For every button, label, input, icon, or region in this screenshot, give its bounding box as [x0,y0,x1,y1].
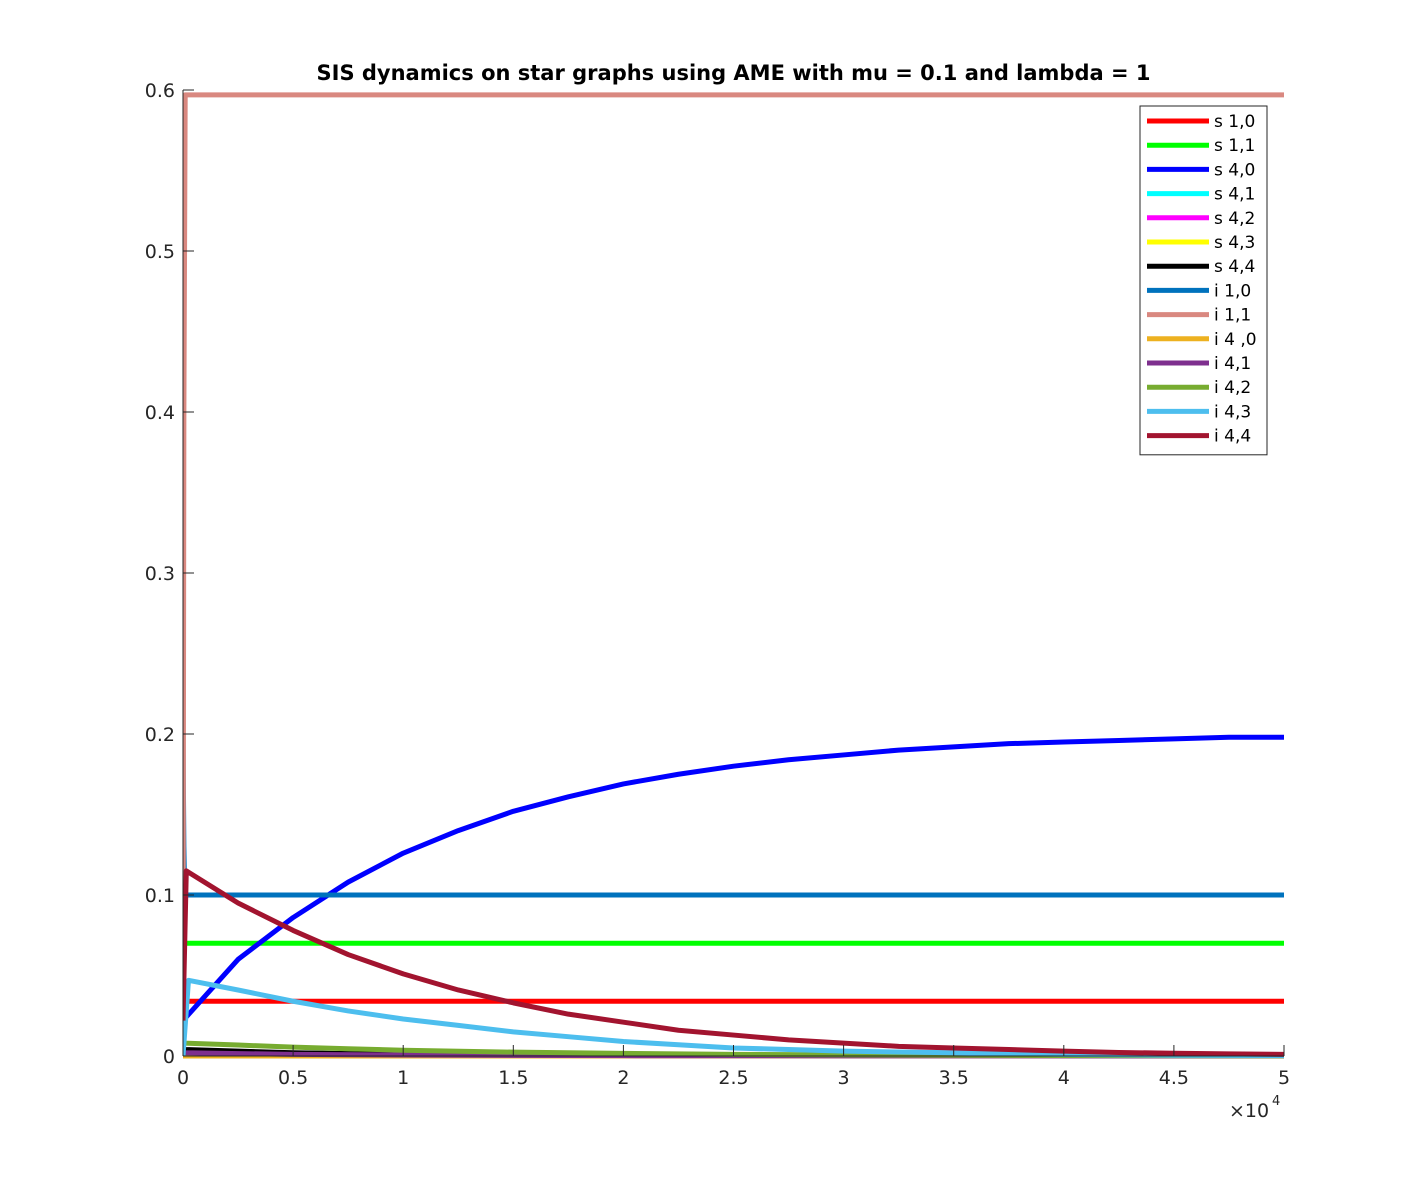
legend-label: i 4 ,0 [1214,330,1257,350]
legend-label: i 1,1 [1214,306,1251,326]
x-exponent-base: ×10 [1229,1100,1269,1122]
x-axis-exponent: ×10 4 [1229,1094,1280,1122]
legend-label: i 4,2 [1214,378,1251,398]
y-tick-label: 0.5 [145,241,175,263]
x-tick-label: 0 [177,1067,189,1089]
x-tick-label: 4.5 [1159,1067,1189,1089]
legend: s 1,0 s 1,1 s 4,0 s 4,1 s 4,2 s 4,3 s 4,4 i 1,0… [1139,105,1268,456]
y-tick-label: 0 [163,1046,175,1068]
plot-area [183,90,1284,1056]
legend-label: s 4,2 [1214,209,1255,229]
legend-label: s 1,0 [1214,112,1255,132]
y-tick-label: 0.4 [145,402,175,424]
series-line-14 [183,868,1284,1057]
legend-label: s 4,0 [1214,160,1255,180]
legend-label: i 4,1 [1214,354,1251,374]
legend-label: s 4,3 [1214,233,1255,253]
y-tick-label: 0.2 [145,724,175,746]
x-tick-label: 3 [838,1067,850,1089]
ticks-layer: 0 0.5 1 1.5 2 2.5 3 3.5 4 4.5 5 0 0.1 0.2 0.3 0.4 0.5 0.6 [145,80,1290,1089]
series-line-13 [183,977,1284,1059]
legend-label: i 4,3 [1214,402,1251,422]
legend-label: i 4,4 [1214,427,1251,447]
x-tick-label: 4 [1058,1067,1070,1089]
legend-label: s 4,1 [1214,185,1255,205]
y-tick-label: 0.1 [145,885,175,907]
y-tick-label: 0.3 [145,563,175,585]
x-tick-label: 0.5 [278,1067,308,1089]
x-exponent-power: 4 [1272,1094,1280,1109]
series-line-3 [183,734,1284,1023]
x-tick-label: 1.5 [498,1067,528,1089]
y-tick-label: 0.6 [145,80,175,102]
legend-box [1139,105,1268,456]
series-line-12 [183,1031,1284,1059]
legend-label: i 1,0 [1214,281,1251,301]
x-tick-label: 3.5 [939,1067,969,1089]
legend-label: s 1,1 [1214,136,1255,156]
x-tick-label: 2 [617,1067,629,1089]
x-tick-label: 2.5 [718,1067,748,1089]
chart-title: SIS dynamics on star graphs using AME wi… [317,61,1151,85]
x-tick-label: 5 [1278,1067,1290,1089]
legend-label: s 4,4 [1214,257,1255,277]
x-tick-label: 1 [397,1067,409,1089]
